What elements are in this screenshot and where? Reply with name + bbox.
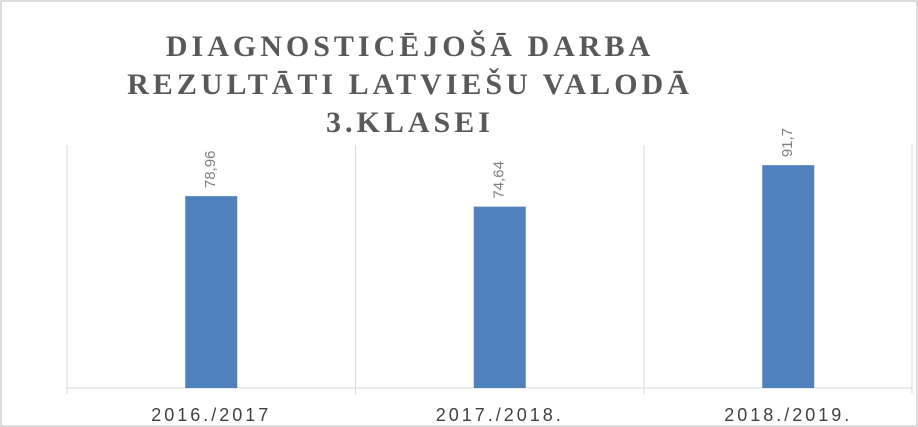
bar bbox=[762, 165, 815, 388]
x-tick-label: 2017./2018. bbox=[436, 405, 564, 425]
x-tick-label: 2016./2017 bbox=[151, 405, 271, 425]
data-label: 74,64 bbox=[491, 161, 508, 199]
bar bbox=[185, 196, 238, 388]
data-label: 91,7 bbox=[779, 128, 796, 157]
x-tick-label: 2018./2019. bbox=[724, 405, 852, 425]
bar bbox=[473, 206, 526, 388]
chart-title: DIAGNOSTICĒJOŠĀ DARBA REZULTĀTI LATVIEŠU… bbox=[127, 30, 693, 139]
data-label: 78,96 bbox=[202, 151, 219, 189]
